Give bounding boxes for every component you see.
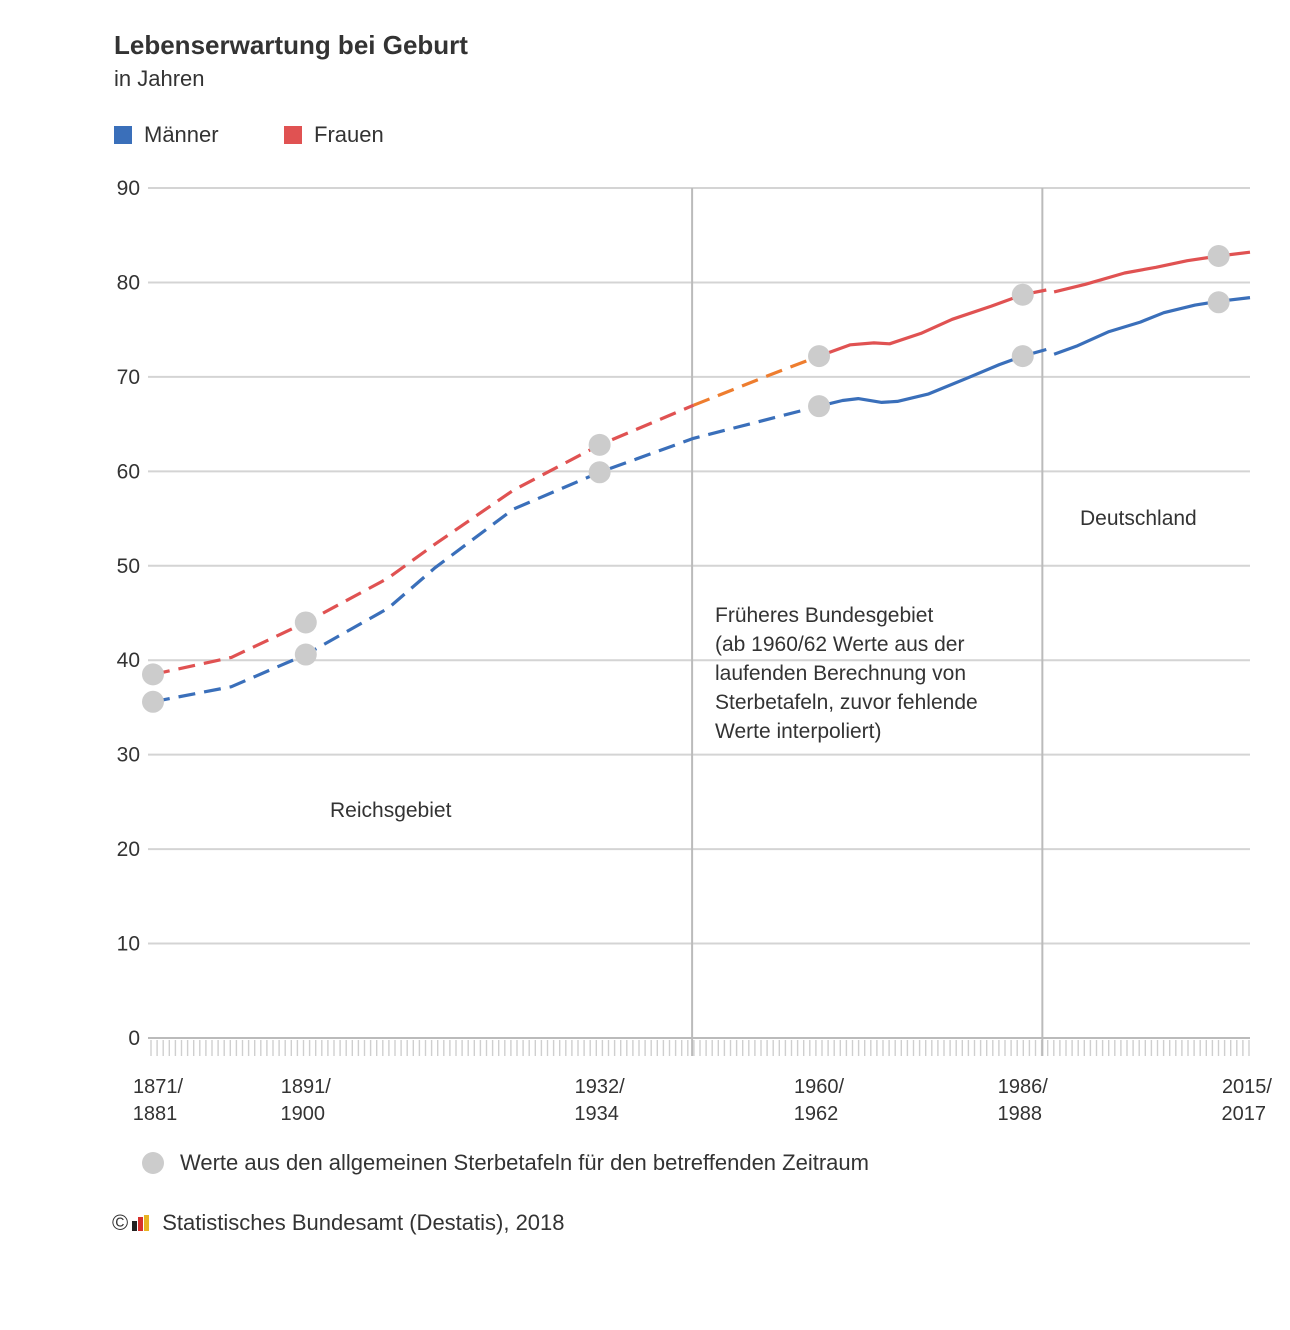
x-tick-label-4-line-2: 1962 <box>794 1103 839 1125</box>
x-tick-label-6-line-1: 2015/ <box>1222 1076 1272 1098</box>
region-label-reichsgebiet: Reichsgebiet <box>330 799 452 822</box>
y-tick-label-50: 50 <box>117 555 140 578</box>
data-marker-maenner-6 <box>1207 291 1230 314</box>
series-line-maenner-segment-2 <box>818 347 1047 408</box>
data-marker-frauen-4 <box>808 345 831 368</box>
data-marker-frauen-5 <box>1011 283 1034 306</box>
y-tick-label-70: 70 <box>117 366 140 389</box>
region-label-frueheres-bundesgebiet-line-1: Früheres Bundesgebiet <box>715 604 933 627</box>
x-tick-label-1-line-2: 1881 <box>133 1103 178 1125</box>
region-label-frueheres-bundesgebiet-line-5: Werte interpoliert) <box>715 720 882 743</box>
x-tick-label-5-line-1: 1986/ <box>998 1076 1048 1098</box>
legend-swatch-maenner <box>114 126 132 144</box>
copyright: © Statistisches Bundesamt (Destatis), 20… <box>112 1210 565 1236</box>
y-tick-label-10: 10 <box>117 933 140 956</box>
data-marker-frauen-2 <box>294 611 317 634</box>
legend-item-maenner[interactable]: Männer <box>114 122 219 148</box>
marker-note-text: Werte aus den allgemeinen Sterbetafeln f… <box>180 1150 869 1175</box>
series-line-maenner-segment-1 <box>152 404 820 704</box>
region-label-frueheres-bundesgebiet-line-3: laufenden Berechnung von <box>715 662 966 685</box>
x-tick-label-3-line-1: 1932/ <box>575 1076 625 1098</box>
x-tick-label-5-line-2: 1988 <box>998 1103 1043 1125</box>
data-marker-maenner-3 <box>588 461 611 484</box>
x-tick-label-6-line-2: 2017 <box>1222 1103 1267 1125</box>
data-marker-frauen-3 <box>588 433 611 456</box>
region-label-deutschland: Deutschland <box>1080 507 1197 530</box>
legend-swatch-frauen <box>284 126 302 144</box>
x-tick-label-4-line-1: 1960/ <box>794 1076 844 1098</box>
y-tick-label-40: 40 <box>117 649 140 672</box>
x-tick-label-1-line-1: 1871/ <box>133 1076 183 1098</box>
series-line-frauen-segment-1 <box>152 403 695 676</box>
series-line-frauen-segment-2 <box>693 354 820 407</box>
legend-label-maenner: Männer <box>144 122 219 147</box>
x-tick-label-3-line-2: 1934 <box>574 1103 619 1125</box>
x-tick-label-2-line-2: 1900 <box>281 1103 326 1125</box>
region-label-frueheres-bundesgebiet-line-4: Sterbetafeln, zuvor fehlende <box>715 691 978 714</box>
marker-note: Werte aus den allgemeinen Sterbetafeln f… <box>142 1150 869 1176</box>
marker-note-dot-icon <box>142 1152 164 1174</box>
copyright-text: Statistisches Bundesamt (Destatis), 2018 <box>162 1210 565 1235</box>
data-marker-maenner-2 <box>294 643 317 666</box>
data-marker-maenner-4 <box>808 395 831 418</box>
data-marker-frauen-6 <box>1207 245 1230 267</box>
y-tick-label-60: 60 <box>117 460 140 483</box>
y-tick-label-20: 20 <box>117 838 140 861</box>
chart-title: Lebenserwartung bei Geburt <box>114 30 468 60</box>
data-marker-maenner-5 <box>1011 345 1034 368</box>
data-marker-frauen-1 <box>142 663 164 686</box>
y-tick-label-30: 30 <box>117 744 140 767</box>
x-minor-ticks <box>150 1040 1250 1056</box>
x-tick-label-2-line-1: 1891/ <box>281 1076 331 1098</box>
region-label-frueheres-bundesgebiet-line-2: (ab 1960/62 Werte aus der <box>715 633 964 656</box>
y-tick-label-0: 0 <box>128 1027 140 1050</box>
destatis-logo-icon <box>132 1215 152 1231</box>
data-marker-maenner-1 <box>142 690 164 713</box>
series-line-frauen-segment-3 <box>818 288 1047 358</box>
legend-item-frauen[interactable]: Frauen <box>284 122 384 148</box>
legend-label-frauen: Frauen <box>314 122 384 147</box>
y-tick-label-90: 90 <box>117 177 140 200</box>
chart-subtitle: in Jahren <box>114 66 205 91</box>
copyright-symbol: © <box>112 1210 129 1235</box>
y-tick-label-80: 80 <box>117 271 140 294</box>
line-chart: 0 10 20 30 40 50 60 70 80 90 Reichsgebiet Früheres … <box>117 177 1273 1125</box>
